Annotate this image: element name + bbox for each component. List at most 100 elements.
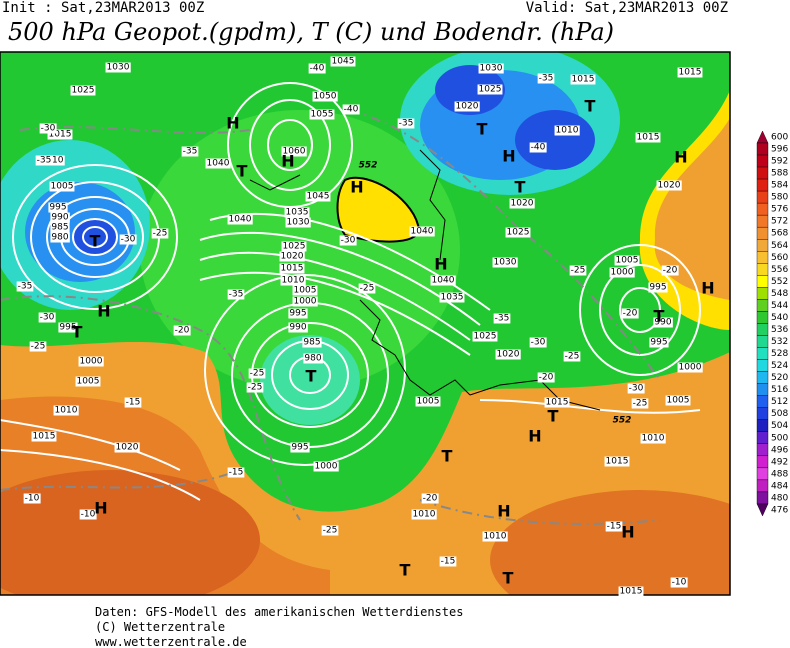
pressure-center: T <box>72 323 83 342</box>
isobar-label: 1025 <box>507 228 530 238</box>
pressure-center: T <box>237 162 248 181</box>
colorbar-cell <box>756 251 769 264</box>
isotherm-label-box <box>397 118 415 129</box>
colorbar-cell <box>756 166 769 180</box>
isotherm-label-box <box>569 265 587 276</box>
isobar-label: 1030 <box>107 63 130 73</box>
pressure-center: T <box>306 367 317 386</box>
isobar-label: 1040 <box>411 227 434 237</box>
isotherm-label: -15 <box>229 468 244 478</box>
isobar-label-box <box>292 285 318 296</box>
isobar-label-box <box>313 461 339 472</box>
isobar-label-box <box>677 362 703 373</box>
isotherm-label: -15 <box>126 398 141 408</box>
isobar-label-box <box>495 349 521 360</box>
isobar-label-box <box>58 322 78 333</box>
isotherm-label: -35 <box>229 290 244 300</box>
isotherm-label: -40 <box>531 143 546 153</box>
init-time: Init : Sat,23MAR2013 00Z <box>2 0 204 16</box>
height-label: 552 <box>359 161 378 171</box>
pressure-center: H <box>528 427 541 446</box>
colorbar-cell <box>756 503 769 517</box>
isotherm-label: -35 <box>399 119 414 129</box>
pressure-center: H <box>674 148 687 167</box>
isotherm-label: -20 <box>663 266 678 276</box>
colorbar-cell <box>756 142 769 156</box>
isobar-label: 1015 <box>572 75 595 85</box>
isobar-label-box <box>415 396 441 407</box>
isotherm-label-box <box>173 325 191 336</box>
colorbar-label: 516 <box>771 385 788 395</box>
colorbar-cell <box>756 443 769 456</box>
isobar-label: 1015 <box>620 587 643 597</box>
colorbar-label: 500 <box>771 433 788 443</box>
isotherms <box>0 109 661 525</box>
isobar-label: 1015 <box>606 457 629 467</box>
isotherm-label-box <box>563 351 581 362</box>
isobar-label-box <box>31 431 57 442</box>
isobar-label: 1000 <box>679 363 702 373</box>
isotherm-label-box <box>537 73 555 84</box>
isobar-label: 985 <box>51 223 68 233</box>
field-deepblue <box>435 65 505 115</box>
field-hot <box>490 490 730 595</box>
isobar-label-box <box>227 214 253 225</box>
isotherm-label: -35 <box>37 156 52 166</box>
isobar-label-box <box>75 376 101 387</box>
colorbar-label: 556 <box>771 265 788 275</box>
isobar-label: 1005 <box>77 377 100 387</box>
pressure-center: T <box>548 407 559 426</box>
isobar-label-box <box>281 146 307 157</box>
pressure-center: T <box>400 561 411 580</box>
isobar-label-box <box>49 181 75 192</box>
colorbar-cell <box>756 287 769 300</box>
isobar-label-box <box>409 226 435 237</box>
colorbar-cell <box>756 130 769 144</box>
isobar-label-box <box>305 191 331 202</box>
colorbar-cell <box>756 395 769 408</box>
isobar-label-box <box>78 356 104 367</box>
footer-line: www.wetterzentrale.de <box>95 635 247 648</box>
isotherm-label-box <box>529 337 547 348</box>
isobar-label-box <box>677 67 703 78</box>
isobar-label-box <box>570 74 596 85</box>
colorbar-cell <box>756 178 769 192</box>
isotherm-label-box <box>29 341 47 352</box>
isobar-label: 1020 <box>281 252 304 262</box>
isobar-label-box <box>454 101 480 112</box>
isobar-label-box <box>439 292 465 303</box>
isobar-label: 990 <box>289 323 306 333</box>
field-warm-east <box>651 110 730 300</box>
colorbar-cell <box>756 239 769 252</box>
isotherm-label: -35 <box>183 147 198 157</box>
colorbar: 600 596 592 588 584 580 576 572 568 564 560 556 552 5… <box>756 130 788 517</box>
colorbar-cell <box>756 467 769 481</box>
colorbar-cell <box>756 190 769 204</box>
isotherm-label-box <box>670 577 688 588</box>
isobar-label-box <box>303 353 323 364</box>
isobar-label-box <box>105 62 131 73</box>
isotherm-label-box <box>308 63 326 74</box>
pressure-center: T <box>503 569 514 588</box>
isobar-label: 995 <box>289 309 306 319</box>
isobar-label: 1060 <box>283 147 306 157</box>
isobar-label: 1020 <box>511 199 534 209</box>
pressure-center: H <box>94 499 107 518</box>
isobar-label-box <box>604 456 630 467</box>
isobar-label-box <box>288 308 308 319</box>
colorbar-label: 508 <box>771 409 788 419</box>
colorbar-label: 536 <box>771 325 788 335</box>
isotherm-label-box <box>227 289 245 300</box>
isobar-label-box <box>635 132 661 143</box>
isotherm-label: -25 <box>31 342 46 352</box>
isobar-label-box <box>509 198 535 209</box>
isobar-label: 1040 <box>432 276 455 286</box>
isobar-label: 1005 <box>667 396 690 406</box>
isobar-label-box <box>554 125 580 136</box>
field-deepblue <box>73 219 117 255</box>
field-hot <box>0 470 260 595</box>
colorbar-cell <box>756 323 769 336</box>
isotherm-label: -15 <box>607 522 622 532</box>
isobar-label: 1010 <box>556 126 579 136</box>
colorbar-cell <box>756 154 769 168</box>
